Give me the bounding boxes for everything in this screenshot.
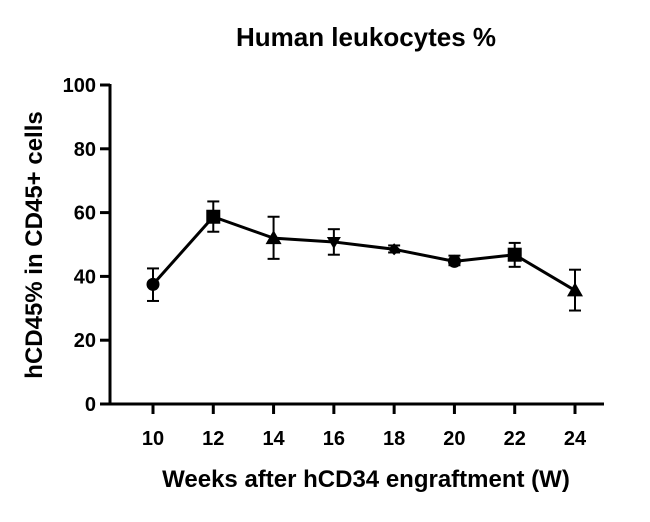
y-tick-label: 40 <box>74 266 96 288</box>
x-axis-label: Weeks after hCD34 engraftment (W) <box>162 466 570 493</box>
x-tick-label: 16 <box>323 428 345 450</box>
x-tick-label: 18 <box>383 428 405 450</box>
data-point-square <box>206 209 221 224</box>
y-tick-label: 20 <box>74 330 96 352</box>
x-tick-label: 22 <box>504 428 526 450</box>
data-point-triangle-down <box>326 236 341 249</box>
chart-title: Human leukocytes % <box>236 22 496 52</box>
plot-area: 0 20 40 60 80 100 10 12 14 16 18 20 22 24 <box>63 75 604 450</box>
series-line <box>151 215 576 292</box>
y-tick-label: 0 <box>85 394 96 416</box>
y-tick-label: 60 <box>74 203 96 225</box>
data-point-triangle-up <box>265 230 282 245</box>
x-tick-label: 14 <box>262 428 285 450</box>
data-point-triangle-up <box>567 282 583 297</box>
y-axis-label: hCD45% in CD45+ cells <box>21 111 48 378</box>
y-tick-label: 100 <box>63 75 96 97</box>
data-point-circle <box>447 254 461 268</box>
x-tick-label: 24 <box>564 428 587 450</box>
x-tick-label: 20 <box>443 428 465 450</box>
x-tick-label: 10 <box>142 428 164 450</box>
data-point-circle <box>146 277 160 291</box>
x-tick-label: 12 <box>202 428 224 450</box>
data-point-square <box>507 247 522 262</box>
data-point-diamond <box>388 243 401 256</box>
y-tick-label: 80 <box>74 139 96 161</box>
